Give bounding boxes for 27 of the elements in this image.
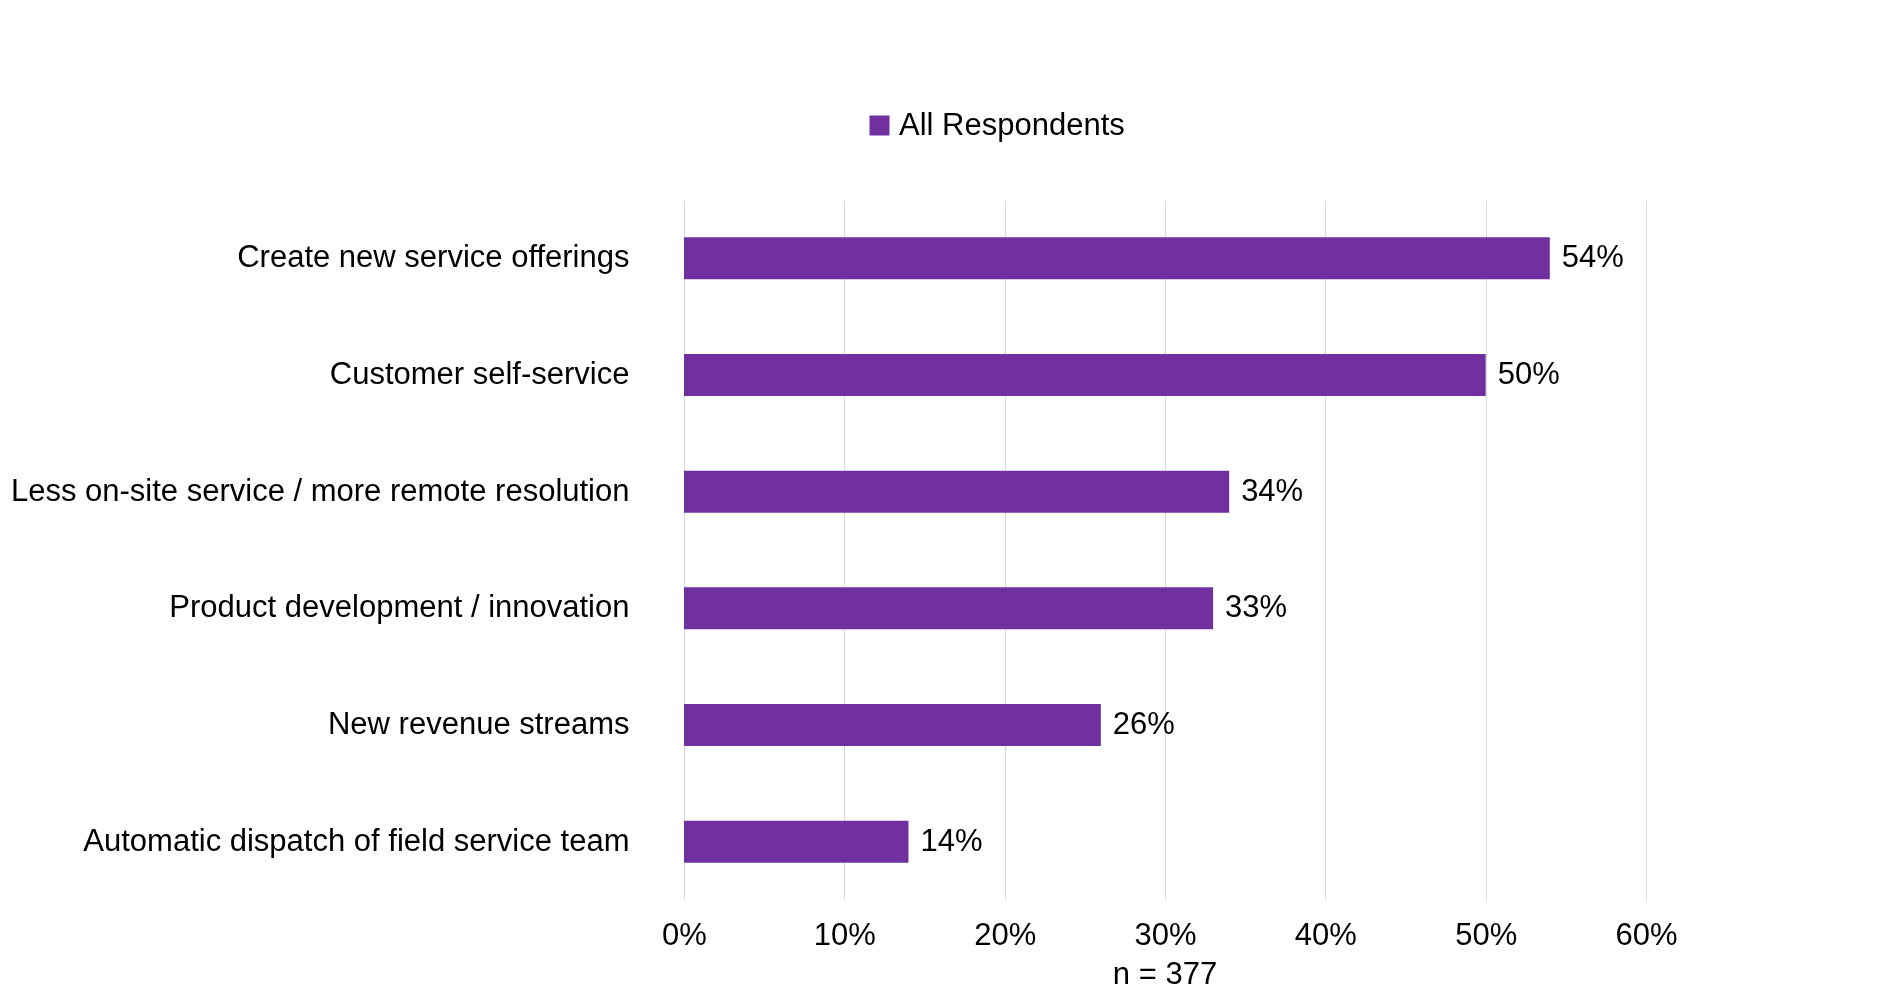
x-tick-label: 40%	[1294, 916, 1357, 952]
y-tick-label: Customer self-service	[329, 356, 630, 391]
bar	[684, 470, 1230, 513]
data-label: 34%	[1241, 472, 1304, 508]
y-tick-label: Automatic dispatch of field service team	[83, 822, 630, 858]
text: n = 377	[1112, 956, 1218, 991]
bar	[684, 820, 909, 863]
bar	[684, 237, 1550, 280]
bar	[684, 354, 1486, 396]
data-label: 14%	[920, 822, 983, 858]
data-label: 33%	[1225, 589, 1288, 625]
bar	[684, 704, 1101, 746]
x-tick-label: 50%	[1455, 916, 1518, 952]
legend-label: All Respondents	[899, 106, 1125, 142]
bar	[684, 587, 1214, 630]
y-tick-label: Create new service offerings	[237, 239, 630, 275]
x-tick-label: 20%	[974, 916, 1037, 952]
x-tick-label: 10%	[813, 916, 876, 952]
y-tick-label: Less on-site service / more remote resolution	[10, 472, 630, 508]
data-label: 26%	[1112, 706, 1175, 741]
x-tick-label: 30%	[1134, 916, 1197, 952]
x-tick-label: 0%	[662, 916, 707, 952]
x-tick-label: 60%	[1615, 916, 1678, 952]
y-tick-label: Product development / innovation	[169, 589, 630, 625]
data-label: 54%	[1561, 239, 1624, 275]
y-tick-label: New revenue streams	[327, 706, 630, 741]
data-label: 50%	[1497, 356, 1560, 391]
